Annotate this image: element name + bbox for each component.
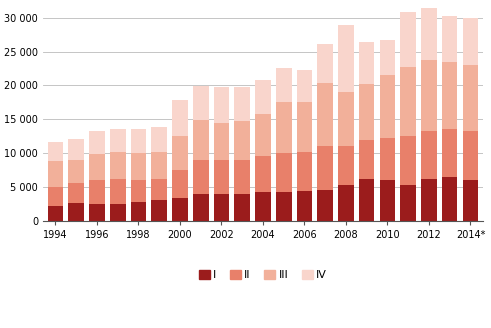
Bar [214, 87, 229, 123]
Bar [255, 192, 271, 221]
Bar [172, 198, 188, 221]
Bar [463, 180, 478, 221]
Legend: I, II, III, IV: I, II, III, IV [194, 265, 331, 285]
Bar [276, 69, 292, 102]
Bar [359, 140, 375, 179]
Bar [401, 136, 416, 185]
Bar [442, 129, 458, 177]
Bar [338, 146, 354, 186]
Bar [68, 203, 84, 221]
Bar [48, 206, 63, 221]
Bar [89, 154, 105, 180]
Bar [338, 25, 354, 92]
Bar [172, 136, 188, 170]
Bar [338, 186, 354, 221]
Bar [172, 100, 188, 136]
Bar [89, 132, 105, 154]
Bar [214, 123, 229, 160]
Bar [276, 102, 292, 153]
Bar [380, 138, 395, 180]
Bar [110, 179, 126, 204]
Bar [421, 179, 437, 221]
Bar [131, 180, 146, 202]
Bar [193, 194, 209, 221]
Bar [48, 141, 63, 161]
Bar [234, 160, 250, 194]
Bar [131, 153, 146, 180]
Bar [297, 152, 312, 191]
Bar [89, 180, 105, 204]
Bar [172, 170, 188, 198]
Bar [48, 187, 63, 206]
Bar [276, 153, 292, 192]
Bar [255, 80, 271, 114]
Bar [380, 75, 395, 138]
Bar [68, 183, 84, 203]
Bar [276, 192, 292, 221]
Bar [151, 179, 167, 200]
Bar [359, 84, 375, 140]
Bar [463, 18, 478, 65]
Bar [234, 121, 250, 160]
Bar [463, 132, 478, 180]
Bar [255, 114, 271, 156]
Bar [151, 152, 167, 179]
Bar [110, 204, 126, 221]
Bar [234, 87, 250, 121]
Bar [421, 60, 437, 131]
Bar [463, 65, 478, 132]
Bar [359, 179, 375, 221]
Bar [318, 44, 333, 83]
Bar [110, 129, 126, 152]
Bar [131, 202, 146, 221]
Bar [318, 190, 333, 221]
Bar [255, 156, 271, 192]
Bar [89, 204, 105, 221]
Bar [131, 129, 146, 153]
Bar [442, 16, 458, 62]
Bar [214, 160, 229, 194]
Bar [318, 146, 333, 190]
Bar [380, 40, 395, 75]
Bar [401, 12, 416, 67]
Bar [297, 191, 312, 221]
Bar [359, 42, 375, 84]
Bar [68, 160, 84, 183]
Bar [401, 67, 416, 136]
Bar [297, 102, 312, 152]
Bar [421, 8, 437, 60]
Bar [442, 177, 458, 221]
Bar [193, 86, 209, 120]
Bar [297, 70, 312, 102]
Bar [234, 194, 250, 221]
Bar [110, 152, 126, 179]
Bar [193, 160, 209, 194]
Bar [193, 120, 209, 160]
Bar [151, 127, 167, 152]
Bar [338, 92, 354, 146]
Bar [442, 62, 458, 129]
Bar [401, 185, 416, 221]
Bar [421, 131, 437, 179]
Bar [68, 139, 84, 160]
Bar [214, 194, 229, 221]
Bar [48, 161, 63, 187]
Bar [380, 180, 395, 221]
Bar [151, 200, 167, 221]
Bar [318, 83, 333, 146]
